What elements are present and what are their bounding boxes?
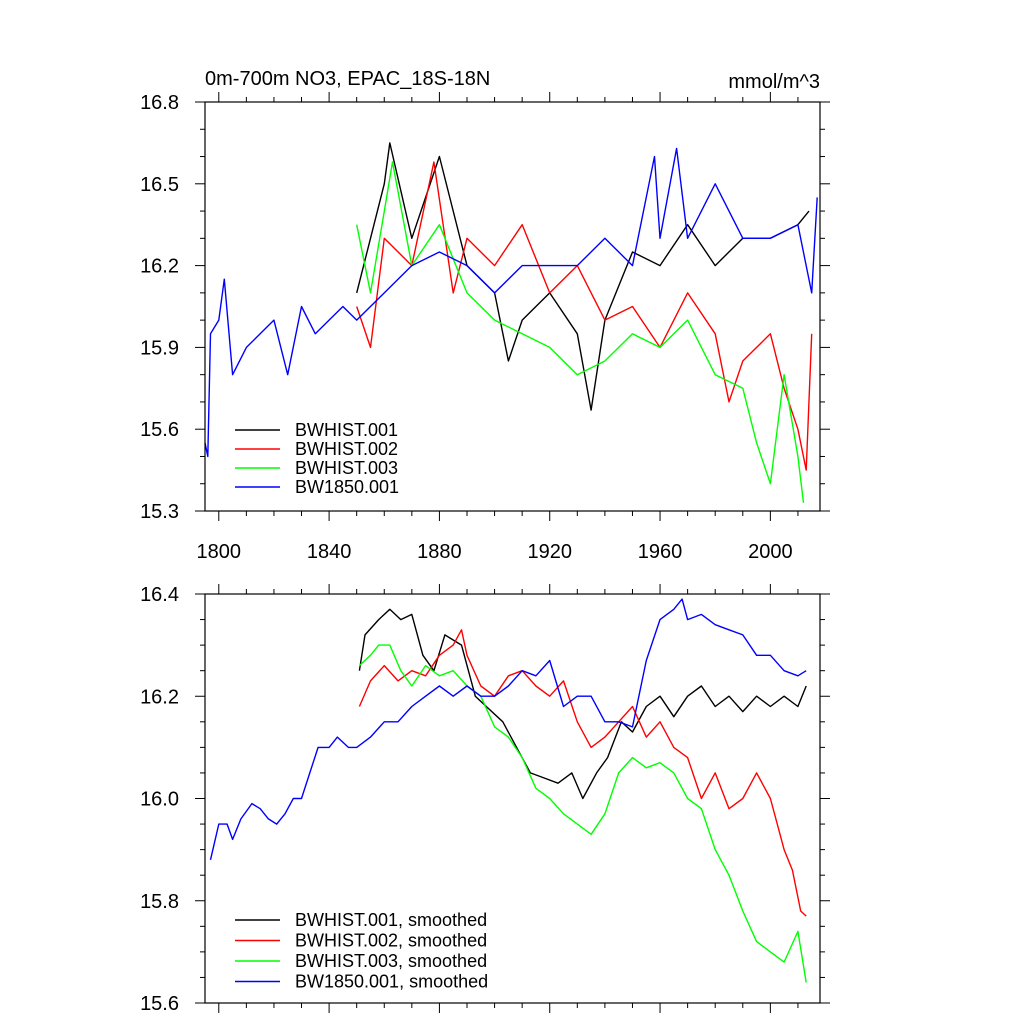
top-plot-frame <box>204 101 821 512</box>
series-line-bwhist-003 <box>356 161 805 503</box>
legend-label: BWHIST.003, smoothed <box>295 951 487 971</box>
y-tick-label: 16.0 <box>140 789 179 811</box>
y-tick-label: 15.6 <box>140 993 179 1015</box>
top-panel: 1800 1840 1880 1920 1960 2000 15.3 15.6 15.9 16.2… <box>140 68 830 563</box>
legend-label: BWHIST.001 <box>295 420 398 440</box>
series-line-bwhist-001 <box>356 142 810 411</box>
y-tick-label: 16.4 <box>140 584 179 606</box>
legend-label: BWHIST.002, smoothed <box>295 931 487 951</box>
y-tick-label: 15.3 <box>140 501 179 523</box>
top-ticks: 1800 1840 1880 1920 1960 2000 15.3 15.6 15.9 16.2… <box>140 92 830 563</box>
top-series-group <box>204 142 818 503</box>
y-tick-label: 15.8 <box>140 891 179 913</box>
series-line-bwhist-002 <box>356 161 813 471</box>
top-chart-title: 0m-700m NO3, EPAC_18S-18N <box>205 68 490 90</box>
legend-label: BW1850.001, smoothed <box>295 972 488 992</box>
top-chart-units: mmol/m^3 <box>728 71 820 93</box>
y-tick-label: 16.2 <box>140 686 179 708</box>
legend-label: BW1850.001 <box>295 477 399 497</box>
x-tick-label: 1880 <box>417 541 462 563</box>
x-tick-label: 1840 <box>307 541 352 563</box>
series-line-bw1850-001 <box>204 147 818 458</box>
x-tick-label: 2000 <box>748 541 793 563</box>
x-tick-label: 1960 <box>638 541 683 563</box>
y-tick-label: 16.2 <box>140 256 179 278</box>
series-line-bwhist-001-smoothed <box>358 608 807 800</box>
legend-label: BWHIST.001, smoothed <box>295 910 487 930</box>
series-line-bwhist-003-smoothed <box>358 644 807 983</box>
legend-label: BWHIST.003 <box>295 458 398 478</box>
series-line-bw1850-001-smoothed <box>209 598 807 860</box>
legend-label: BWHIST.002 <box>295 439 398 459</box>
bottom-ticks: 15.6 15.8 16.0 16.2 16.4 <box>140 584 830 1015</box>
series-line-bwhist-002-smoothed <box>358 629 807 917</box>
y-tick-label: 15.9 <box>140 337 179 359</box>
y-tick-label: 15.6 <box>140 419 179 441</box>
bottom-series-group <box>209 598 807 983</box>
x-tick-label: 1800 <box>197 541 242 563</box>
x-tick-label: 1920 <box>527 541 572 563</box>
y-tick-label: 16.5 <box>140 174 179 196</box>
y-tick-label: 16.8 <box>140 92 179 114</box>
bottom-panel: 15.6 15.8 16.0 16.2 16.4 BWHIST.001, smoothe… <box>140 584 830 1015</box>
